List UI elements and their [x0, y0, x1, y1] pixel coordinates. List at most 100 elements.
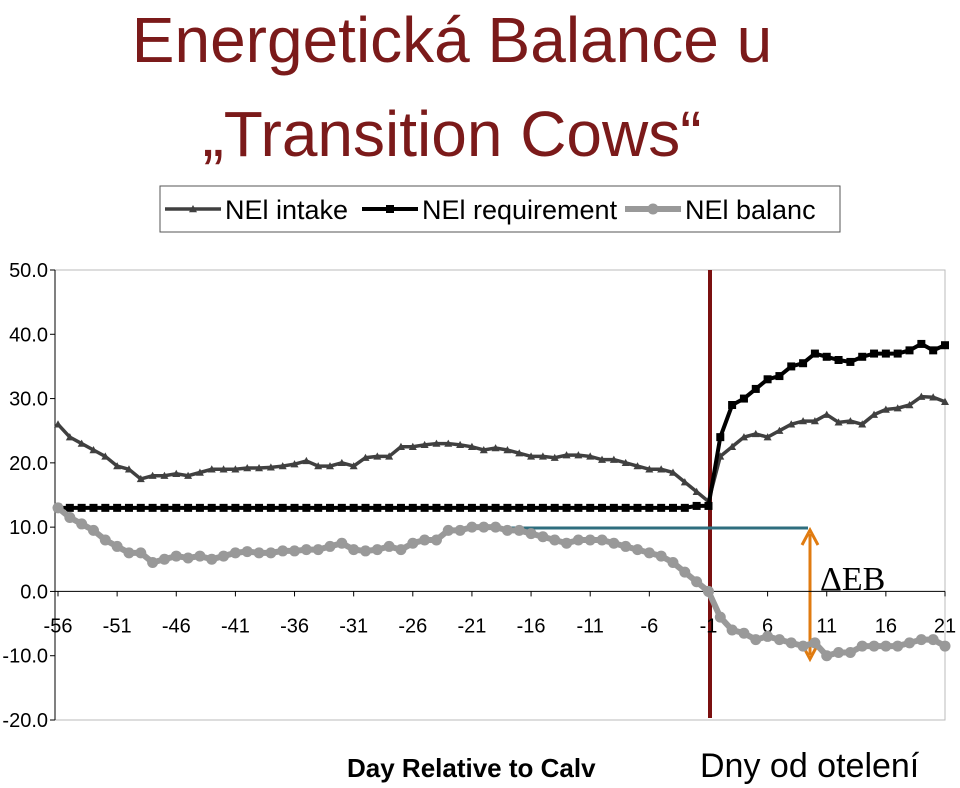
data-point	[396, 442, 405, 450]
data-point	[679, 566, 691, 578]
data-point	[478, 521, 490, 533]
y-tick-label: 10.0	[9, 517, 48, 539]
data-point	[645, 503, 654, 512]
data-point	[419, 534, 431, 546]
data-point	[253, 547, 265, 559]
legend-box	[159, 185, 841, 233]
x-tick-label: -11	[576, 615, 603, 637]
data-point	[691, 576, 703, 588]
data-point	[64, 512, 76, 523]
data-point	[395, 544, 407, 556]
data-point	[408, 503, 417, 512]
data-point	[574, 451, 583, 459]
x-tick-label: -1	[700, 615, 718, 637]
data-point	[503, 446, 512, 454]
data-point	[147, 557, 159, 568]
data-point	[893, 404, 902, 412]
data-point	[513, 524, 525, 536]
data-point	[290, 460, 299, 468]
data-point	[359, 545, 371, 557]
data-point	[586, 503, 595, 512]
data-point	[432, 503, 441, 512]
data-point	[917, 339, 926, 348]
data-point	[373, 503, 382, 512]
data-point	[787, 362, 796, 371]
data-point	[326, 462, 335, 470]
data-point	[503, 503, 512, 512]
y-tick-label: 0.0	[20, 581, 48, 603]
data-point	[799, 417, 808, 425]
data-point	[467, 503, 476, 512]
data-point	[241, 546, 253, 558]
x-tick-label: -31	[339, 615, 368, 637]
data-point	[596, 534, 608, 546]
data-point	[858, 420, 867, 428]
data-point	[430, 534, 442, 546]
chart-title: Energetická Balance u	[132, 4, 772, 76]
data-point	[444, 503, 453, 512]
data-point	[941, 341, 949, 350]
data-point	[77, 503, 86, 512]
data-point	[501, 524, 513, 536]
data-point	[846, 357, 855, 366]
data-point	[667, 557, 679, 568]
data-point	[846, 417, 855, 425]
data-point	[527, 452, 536, 460]
data-point	[206, 553, 218, 565]
data-point	[207, 465, 216, 473]
data-point	[255, 464, 264, 472]
data-point	[868, 640, 880, 652]
data-point	[371, 544, 383, 556]
series-line	[56, 394, 946, 505]
data-point	[881, 349, 890, 358]
data-point	[113, 503, 122, 512]
data-point	[927, 634, 939, 646]
data-point	[337, 458, 346, 467]
legend-label: NEl balanc	[685, 195, 816, 225]
data-point	[549, 534, 561, 546]
data-point	[621, 458, 630, 467]
data-point	[620, 540, 632, 552]
data-point	[858, 352, 867, 361]
data-point	[892, 640, 904, 652]
data-point	[726, 624, 738, 636]
data-point	[716, 433, 725, 442]
data-point	[207, 503, 216, 512]
data-point	[668, 468, 677, 476]
y-tick-label: 30.0	[9, 389, 48, 411]
data-point	[87, 524, 99, 536]
data-point	[148, 471, 157, 479]
annotation: ΔEB	[820, 561, 885, 598]
data-point	[739, 433, 748, 441]
legend-label: NEl requirement	[422, 195, 618, 225]
data-point	[490, 521, 502, 533]
data-point	[373, 452, 382, 460]
data-point	[160, 471, 169, 479]
data-point	[515, 449, 524, 457]
data-point	[738, 627, 750, 639]
data-point	[89, 446, 98, 454]
data-point	[194, 550, 206, 562]
y-tick-label: 20.0	[9, 453, 48, 475]
x-tick-label: -21	[457, 615, 486, 637]
data-point	[99, 534, 111, 546]
data-point	[692, 501, 701, 510]
x-tick-label: 6	[762, 615, 773, 637]
data-point	[420, 440, 429, 449]
data-point	[834, 418, 843, 426]
data-point	[881, 405, 890, 413]
data-point	[787, 420, 796, 428]
data-point	[915, 634, 927, 646]
data-point	[856, 640, 868, 652]
data-point	[65, 433, 74, 441]
series-line	[56, 505, 947, 660]
data-point	[751, 384, 760, 393]
data-point	[917, 392, 926, 400]
data-point	[136, 503, 145, 512]
data-point	[170, 550, 182, 562]
data-point	[833, 647, 845, 658]
data-point	[797, 640, 809, 652]
data-point	[184, 503, 193, 512]
data-point	[939, 640, 951, 652]
data-point	[598, 455, 607, 463]
